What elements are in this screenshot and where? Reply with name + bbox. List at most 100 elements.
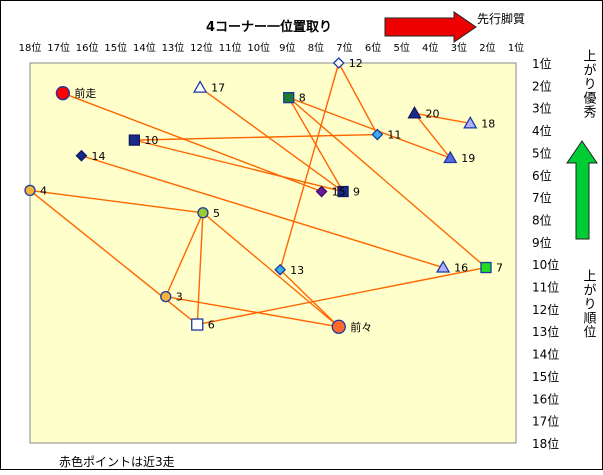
- x-tick-label: 7位: [336, 41, 352, 54]
- point-marker: [435, 260, 451, 273]
- x-tick-label: 18位: [19, 41, 42, 54]
- point-marker: [337, 185, 349, 198]
- connection-line: [134, 133, 378, 141]
- y-tick-label: 12位: [532, 302, 559, 317]
- x-tick-label: 11位: [219, 41, 242, 54]
- y-tick-label: 2位: [532, 78, 552, 93]
- point-label: 6: [208, 319, 215, 332]
- x-tick-label: 15位: [104, 41, 127, 54]
- y-arrow-bottom-label: 上がり順位: [581, 269, 597, 339]
- point-marker: [283, 91, 295, 104]
- connection-line: [288, 96, 451, 159]
- point-marker: [315, 185, 328, 198]
- x-tick-label: 6位: [365, 41, 381, 54]
- point-marker: [192, 80, 208, 93]
- x-tick-label: 17位: [47, 41, 70, 54]
- point-label: 5: [213, 207, 220, 220]
- y-tick-label: 7位: [532, 190, 552, 205]
- y-tick-label: 17位: [532, 414, 559, 429]
- y-tick-label: 1位: [532, 56, 552, 71]
- y-tick-label: 6位: [532, 168, 552, 183]
- y-tick-label: 10位: [532, 257, 559, 272]
- point-label: 8: [299, 92, 306, 105]
- point-marker: [160, 290, 172, 303]
- point-marker: [197, 207, 209, 219]
- connection-line: [29, 189, 204, 214]
- x-tick-label: 2位: [479, 41, 495, 54]
- point-label: 18: [481, 117, 495, 130]
- y-tick-label: 4位: [532, 123, 552, 138]
- right-arrow-group: 先行脚質: [384, 11, 525, 43]
- point-marker: [24, 184, 36, 197]
- x-tick-label: 8位: [308, 41, 324, 54]
- connection-lines: [29, 62, 487, 328]
- point-label: 14: [91, 150, 105, 163]
- up-arrow-icon: [566, 140, 598, 240]
- point-label: 13: [290, 264, 304, 277]
- connection-line: [199, 87, 344, 193]
- x-tick-label: 9位: [279, 41, 295, 54]
- x-axis-ticks: 18位 17位 16位 15位 14位 13位 12位 11位 10位 9位 8位 7位 6位 5位 4位 3…: [19, 41, 525, 54]
- point-label: 9: [353, 186, 360, 199]
- point-marker: [274, 263, 287, 276]
- footnote: 赤色ポイントは近3走: [59, 455, 175, 469]
- y-tick-label: 14位: [532, 347, 559, 362]
- point-label: 11: [387, 129, 401, 142]
- connection-line: [81, 155, 444, 269]
- connection-line: [413, 112, 451, 159]
- connection-line: [338, 62, 378, 135]
- point-label: 4: [40, 184, 47, 197]
- point-marker: [75, 149, 88, 162]
- y-tick-label: 15位: [532, 369, 559, 384]
- point-marker: [55, 86, 71, 101]
- point-label: 前走: [74, 86, 96, 100]
- connection-line: [165, 212, 204, 297]
- point-label: 20: [426, 107, 440, 120]
- point-marker: [463, 116, 478, 129]
- y-axis-ticks: 1位 2位 3位 4位 5位 6位 7位 8位 9位 10位 11位 12位 13位 14位 15位 16位 1…: [532, 56, 559, 451]
- x-tick-label: 16位: [76, 41, 99, 54]
- x-tick-label: 12位: [190, 41, 213, 54]
- point-marker: [407, 105, 422, 119]
- chart-title: 4コーナー一位置取り: [206, 19, 332, 35]
- point-label: 19: [461, 152, 475, 165]
- y-tick-label: 11位: [532, 280, 559, 295]
- connection-line: [197, 266, 487, 326]
- connection-line: [165, 295, 339, 328]
- point-marker: [371, 128, 384, 141]
- right-arrow-icon: [384, 11, 477, 43]
- point-label: 16: [454, 262, 468, 275]
- point-marker: [480, 261, 492, 274]
- point-marker: [443, 150, 458, 164]
- x-tick-label: 1位: [508, 41, 524, 54]
- x-tick-label: 10位: [247, 41, 270, 54]
- plot-area: [29, 62, 517, 444]
- point-label: 3: [176, 291, 183, 304]
- point-markers: [24, 57, 492, 334]
- connection-line: [29, 189, 198, 326]
- point-marker: [331, 319, 346, 334]
- y-arrow-top-label: 上がり優秀: [581, 49, 597, 119]
- point-label: 12: [349, 57, 363, 70]
- x-tick-label: 14位: [133, 41, 156, 54]
- y-arrow-group: 上がり優秀 上がり順位: [566, 49, 598, 339]
- connection-line: [134, 139, 344, 193]
- point-label: 10: [144, 134, 158, 147]
- connection-line: [202, 212, 340, 328]
- x-tick-label: 5位: [393, 41, 409, 54]
- point-marker: [191, 318, 204, 331]
- y-tick-label: 9位: [532, 235, 552, 250]
- y-tick-label: 16位: [532, 391, 559, 406]
- y-tick-label: 3位: [532, 101, 552, 116]
- y-tick-label: 13位: [532, 324, 559, 339]
- connection-line: [414, 112, 471, 125]
- x-tick-label: 13位: [162, 41, 185, 54]
- point-marker: [332, 57, 345, 69]
- x-tick-label: 4位: [422, 41, 438, 54]
- right-arrow-label: 先行脚質: [477, 11, 525, 26]
- point-label: 17: [211, 82, 225, 95]
- y-tick-label: 8位: [532, 212, 552, 227]
